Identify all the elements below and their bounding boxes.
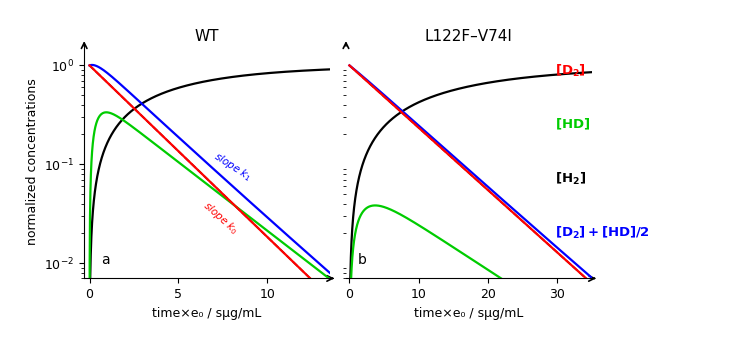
Text: slope $k_0$: slope $k_0$ [200,198,242,237]
Text: b: b [358,253,367,267]
Title: WT: WT [195,29,219,44]
X-axis label: time×e₀ / sμg/mL: time×e₀ / sμg/mL [414,307,523,320]
Text: slope $k_1$: slope $k_1$ [211,150,254,185]
Text: a: a [101,253,110,267]
Text: $\mathbf{[D_2]}$: $\mathbf{[D_2]}$ [555,63,586,79]
Title: L122F–V74I: L122F–V74I [425,29,512,44]
Text: $\mathbf{[HD]}$: $\mathbf{[HD]}$ [555,117,590,132]
Text: $\mathbf{[D_2]+[HD]/2}$: $\mathbf{[D_2]+[HD]/2}$ [555,224,650,240]
Y-axis label: normalized concentrations: normalized concentrations [26,78,39,245]
Text: $\mathbf{[H_2]}$: $\mathbf{[H_2]}$ [555,171,586,187]
X-axis label: time×e₀ / sμg/mL: time×e₀ / sμg/mL [152,307,261,320]
